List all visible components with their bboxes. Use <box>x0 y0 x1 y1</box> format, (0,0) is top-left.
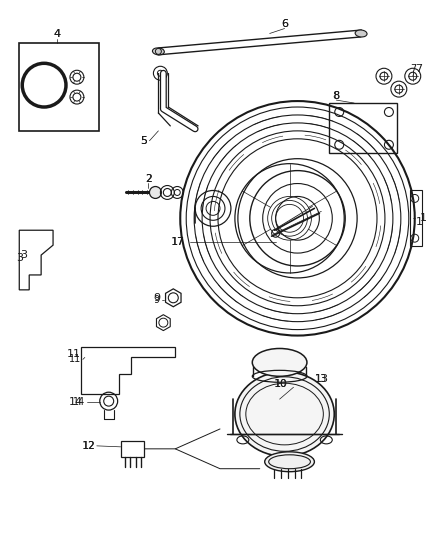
Text: 17: 17 <box>171 237 185 247</box>
Text: 13: 13 <box>315 374 328 384</box>
Ellipse shape <box>152 48 164 55</box>
Text: 14: 14 <box>69 397 83 407</box>
Ellipse shape <box>252 349 307 376</box>
Text: 10: 10 <box>275 379 287 389</box>
Text: 3: 3 <box>20 250 27 260</box>
Text: 1: 1 <box>416 217 423 227</box>
Bar <box>19 43 99 131</box>
Text: 8: 8 <box>333 91 340 101</box>
Text: 6: 6 <box>281 19 288 29</box>
Text: 1: 1 <box>420 213 427 223</box>
Text: 7: 7 <box>411 64 417 74</box>
Circle shape <box>149 187 161 198</box>
Ellipse shape <box>235 372 334 456</box>
Text: 3: 3 <box>16 253 23 263</box>
Text: 5: 5 <box>140 136 147 146</box>
Text: 5: 5 <box>140 136 147 146</box>
Text: 2: 2 <box>145 174 152 183</box>
Text: 9: 9 <box>153 293 160 303</box>
Text: 4: 4 <box>53 29 60 39</box>
Text: 11: 11 <box>69 354 81 365</box>
Text: 13: 13 <box>314 374 328 384</box>
Text: 11: 11 <box>67 350 81 359</box>
Text: 2: 2 <box>145 174 152 183</box>
Bar <box>120 441 145 457</box>
Text: 10: 10 <box>274 379 288 389</box>
Ellipse shape <box>355 30 367 37</box>
Text: 9: 9 <box>153 295 159 305</box>
Text: 14: 14 <box>73 397 85 407</box>
Bar <box>410 190 422 246</box>
Text: 7: 7 <box>415 64 422 74</box>
Bar <box>329 103 397 153</box>
Text: 12: 12 <box>82 441 96 451</box>
Text: 17: 17 <box>172 237 184 247</box>
Text: 12: 12 <box>83 441 95 451</box>
Ellipse shape <box>265 452 314 472</box>
Text: 8: 8 <box>333 91 339 101</box>
Text: 6: 6 <box>281 19 288 29</box>
Text: 4: 4 <box>53 29 60 39</box>
